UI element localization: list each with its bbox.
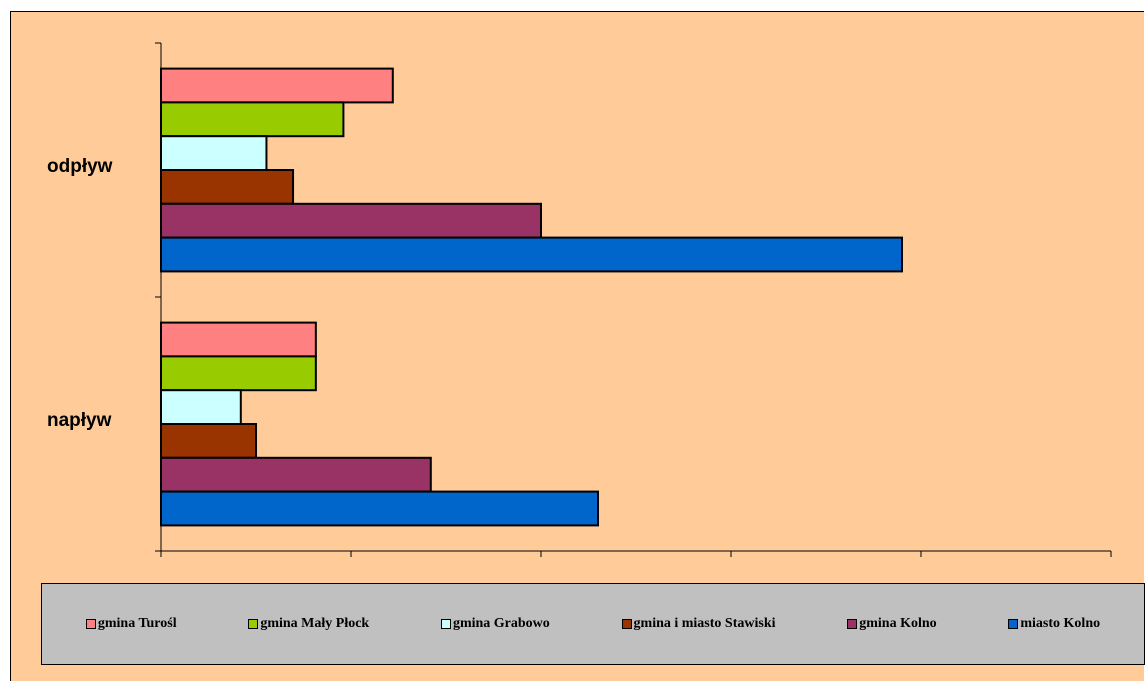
bar [160, 456, 432, 493]
bar [160, 490, 599, 527]
bar [160, 135, 268, 171]
legend-item: gmina Turośl [85, 616, 177, 632]
legend-item: gmina Kolno [847, 616, 937, 632]
bar [160, 321, 317, 358]
bar [160, 101, 345, 138]
legend-item: miasto Kolno [1008, 616, 1100, 632]
bar [160, 202, 542, 239]
chart-plot: odpływ napływ [47, 42, 1112, 557]
legend-swatch [85, 619, 96, 629]
bar [160, 389, 242, 426]
legend-label: miasto Kolno [1020, 616, 1101, 631]
legend-item: gmina Mały Płock [248, 616, 369, 632]
bar [160, 355, 317, 392]
legend-swatch [621, 619, 632, 629]
bar [160, 67, 394, 104]
legend-swatch [1008, 619, 1019, 629]
legend-swatch [248, 619, 259, 629]
category-label: napływ [47, 410, 112, 431]
legend-label: gmina Turośl [97, 616, 177, 631]
chart-area: odpływ napływ gmina Turośl gmina Mały Płoc… [10, 11, 1145, 681]
legend-label: gmina i miasto Stawiski [633, 616, 776, 631]
legend-swatch [847, 619, 858, 629]
legend: gmina Turośl gmina Mały Płock gmina Grabow… [41, 583, 1145, 665]
bar [160, 169, 295, 205]
legend-label: gmina Grabowo [452, 616, 550, 631]
bar [160, 423, 257, 459]
legend-swatch [440, 619, 451, 629]
category-label: odpływ [47, 156, 113, 177]
legend-label: gmina Mały Płock [260, 616, 370, 631]
bar [160, 236, 903, 273]
legend-label: gmina Kolno [859, 616, 937, 631]
legend-item: gmina i miasto Stawiski [621, 616, 776, 632]
legend-item: gmina Grabowo [440, 616, 550, 632]
